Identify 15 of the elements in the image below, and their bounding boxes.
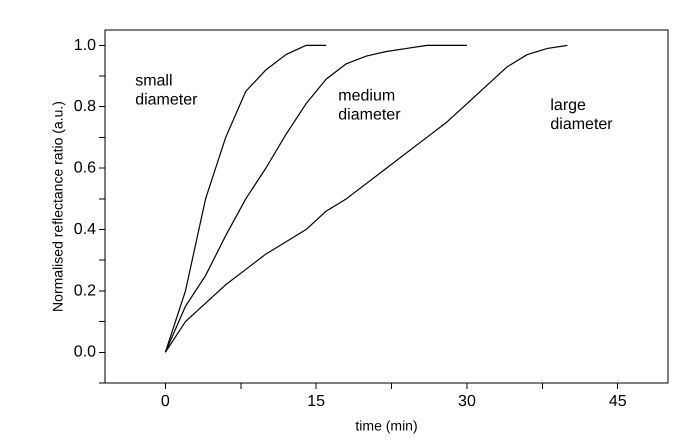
x-tick-label: 30 [458, 393, 476, 410]
y-axis-title: Normalised reflectance ratio (a.u.) [49, 101, 66, 312]
y-tick-label: 0.4 [74, 220, 96, 238]
text: 1.0 [74, 36, 96, 54]
text: small diameter [135, 72, 198, 108]
y-tick-label: 0.8 [74, 98, 96, 116]
y-tick-label: 0.2 [74, 282, 96, 300]
x-tick-label: 15 [307, 393, 326, 410]
x-axis-title: time (min) [355, 417, 418, 434]
y-tick-label: 0.6 [74, 160, 96, 177]
text: 0.0 [74, 344, 96, 361]
text: large diameter [550, 96, 614, 133]
x-tick-label: 0 [160, 393, 170, 410]
x-tick-label: 45 [608, 393, 627, 410]
series-label: medium diameter [338, 88, 402, 124]
